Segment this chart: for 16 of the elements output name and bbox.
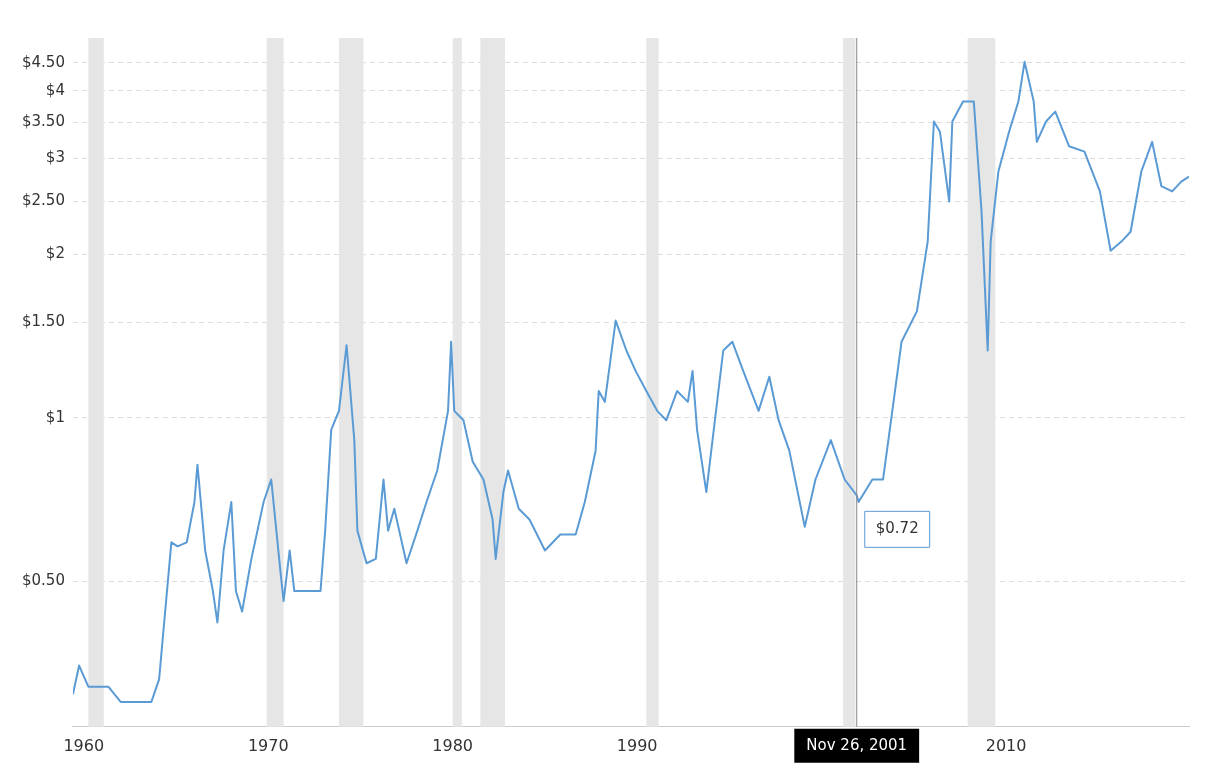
x-tick-label: 1960 (63, 735, 105, 755)
y-tick-label: $1.50 (21, 312, 65, 331)
y-tick-label: $1 (45, 407, 65, 426)
y-tick-label: $4 (45, 80, 65, 99)
y-tick-label: $4.50 (21, 52, 65, 71)
x-tick-label: 1990 (616, 735, 658, 755)
x-tick-label: 2010 (985, 735, 1027, 755)
x-tick-label: 1980 (432, 735, 474, 755)
y-tick-label: $2.50 (21, 191, 65, 210)
y-tick-label: $3 (45, 148, 65, 167)
y-tick-label: $2 (45, 244, 65, 263)
y-tick-label: $0.50 (21, 571, 65, 590)
ref-line-label: Nov 26, 2001 (806, 735, 908, 754)
y-tick-label: $3.50 (21, 112, 65, 131)
annotation: $0.72 (875, 519, 919, 538)
x-tick-label: 1970 (247, 735, 289, 755)
